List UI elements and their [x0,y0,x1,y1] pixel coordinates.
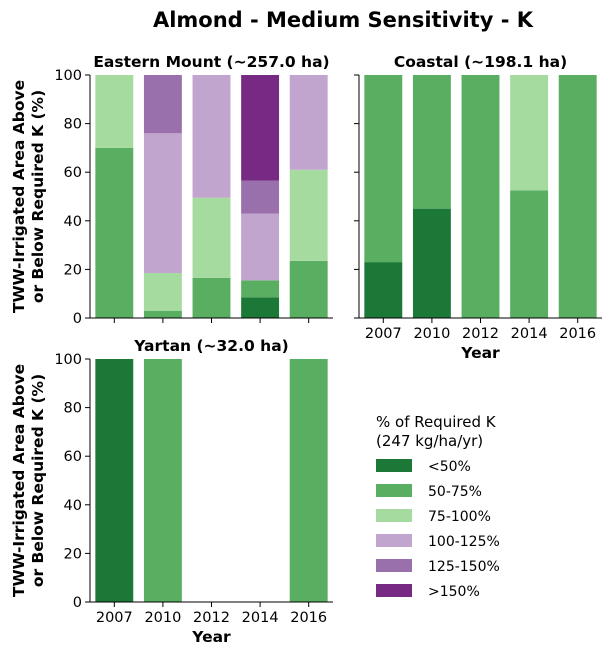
bar-2012-50-75 [461,75,500,318]
panel-title: Eastern Mount (~257.0 ha) [93,53,329,71]
x-tick-label: 2014 [511,326,548,342]
bar-2010-50 [412,208,451,318]
legend-swatch-75-100 [376,509,412,522]
bar-2014-100-125 [241,213,280,281]
bar-2014-75-100 [510,75,549,191]
figure-title: Almond - Medium Sensitivity - K [153,8,534,32]
bar-2014-150 [241,75,280,181]
x-tick-label: 2007 [365,326,402,342]
legend-swatch-50-75 [376,484,412,497]
legend-swatch-150 [376,584,412,597]
bar-2007-50 [364,262,403,318]
y-tick-label: 80 [64,117,82,133]
x-tick-label: 2016 [559,326,596,342]
legend-swatch-125-150 [376,559,412,572]
legend-label-125-150: 125-150% [428,559,500,575]
y-tick-label: 0 [73,595,82,611]
legend-title-line2: (247 kg/ha/yr) [376,432,483,450]
bar-2007-50-75 [95,147,134,318]
panel-eastern-mount: Eastern Mount (~257.0 ha) 0 20 40 60 80 100 TWW… [10,53,333,327]
bar-2016-50-75 [558,75,597,318]
bar-2014-50-75 [241,280,280,298]
panel-title: Yartan (~32.0 ha) [133,337,289,355]
legend-swatch-100-125 [376,534,412,547]
bar-2016-50-75 [289,260,328,318]
legend-label-100-125: 100-125% [428,534,500,550]
x-tick-label: 2014 [242,610,279,626]
bar-2010-75-100 [143,273,182,311]
bar-2016-75-100 [289,169,328,261]
x-tick-label: 2012 [193,610,230,626]
bar-2007-75-100 [95,75,134,148]
y-tick-label: 100 [54,352,82,368]
y-tick-label: 60 [64,165,82,181]
legend-title-line1: % of Required K [376,413,497,431]
y-tick-label: 100 [54,68,82,84]
y-tick-label: 20 [64,546,82,562]
legend: % of Required K (247 kg/ha/yr) <50% 50-75… [376,413,500,600]
legend-swatch-50 [376,459,412,472]
panel-title: Coastal (~198.1 ha) [394,53,567,71]
bar-2007-50 [95,359,134,602]
bar-2014-50 [241,297,280,318]
y-axis-label: TWW-Irrigated Area Aboveor Below Require… [10,80,47,313]
bar-2007-50-75 [364,75,403,263]
bar-2016-100-125 [289,75,328,170]
y-tick-label: 60 [64,449,82,465]
bar-2010-50-75 [143,310,182,318]
bar-2012-50-75 [192,277,231,318]
legend-label-50: <50% [428,459,471,475]
bar-2012-75-100 [192,197,231,278]
x-tick-label: 2010 [413,326,450,342]
bar-2014-50-75 [510,190,549,318]
y-tick-label: 20 [64,262,82,278]
y-tick-label: 40 [64,498,82,514]
x-axis-label: Year [191,628,231,646]
bar-2010-50-75 [412,75,451,209]
x-tick-label: 2012 [462,326,499,342]
bar-2010-125-150 [143,75,182,134]
panel-yartan: Yartan (~32.0 ha) 0 20 40 60 80 100 2007 2010 201… [10,337,333,646]
x-tick-label: 2016 [290,610,327,626]
y-tick-label: 80 [64,401,82,417]
bar-2016-50-75 [289,359,328,602]
legend-label-50-75: 50-75% [428,484,482,500]
y-tick-label: 40 [64,214,82,230]
x-axis-label: Year [460,344,500,362]
bar-2012-100-125 [192,75,231,198]
y-tick-label: 0 [73,311,82,327]
bar-2014-125-150 [241,180,280,214]
x-tick-label: 2007 [96,610,133,626]
bar-2010-100-125 [143,133,182,274]
legend-label-75-100: 75-100% [428,509,491,525]
y-axis-label: TWW-Irrigated Area Aboveor Below Require… [10,364,47,597]
bar-2010-50-75 [143,359,182,602]
legend-label-150: >150% [428,584,480,600]
x-tick-label: 2010 [144,610,181,626]
panel-coastal: Coastal (~198.1 ha) 2007 2010 2012 2014 2016 Y… [354,53,602,362]
